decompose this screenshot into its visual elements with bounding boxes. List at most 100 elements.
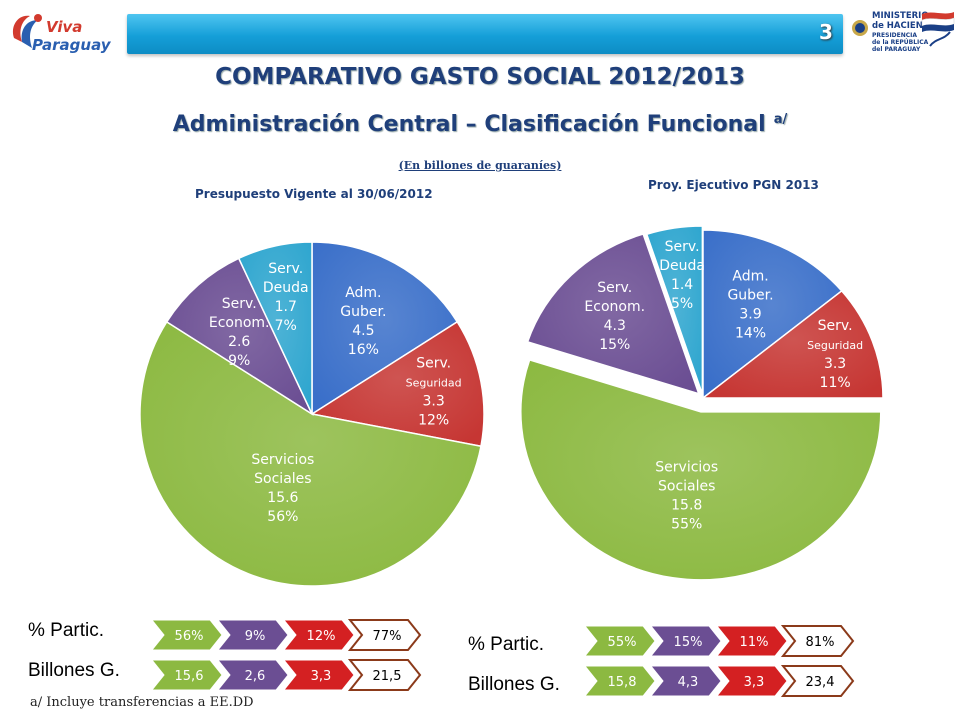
pie1-slice-serv-seguridad bbox=[309, 320, 485, 448]
legend1-billones-value-2: 2,6 bbox=[245, 669, 266, 684]
pie2-slice-serv-deuda bbox=[645, 225, 704, 395]
legend2-pct-label: % Partic. bbox=[468, 634, 544, 655]
pie2-servicios-sociales-label: Servicios bbox=[655, 459, 718, 475]
pie2-adm-guber-label: Adm. bbox=[732, 268, 768, 284]
pie2-serv-seguridad-value: 3.3 bbox=[824, 356, 846, 372]
pie1-serv-econom-label: Serv. bbox=[222, 296, 257, 312]
pie1-serv-seguridad-label: Serv. bbox=[416, 355, 451, 371]
legend1-pct-label: % Partic. bbox=[28, 620, 104, 641]
footnote: a/ Incluye transferencias a EE.DD bbox=[30, 695, 254, 710]
pie1-slice-serv-deuda bbox=[237, 241, 313, 415]
legend1-pct-value-1: 56% bbox=[175, 629, 204, 644]
pie2-serv-seguridad-percent: 11% bbox=[820, 375, 851, 391]
pie1-serv-econom-value: 2.6 bbox=[228, 334, 250, 350]
pie2-serv-deuda-value: 1.4 bbox=[671, 277, 693, 293]
pie2-serv-deuda-label: Serv. bbox=[665, 239, 700, 255]
legend1-pct-value-4: 77% bbox=[373, 629, 402, 644]
pie2-serv-econom-label: Serv. bbox=[597, 280, 632, 296]
subtitle-text: Administración Central – Clasificación F… bbox=[172, 112, 766, 137]
legend2-billones-cell-1 bbox=[583, 665, 656, 697]
legend1-pct-value-2: 9% bbox=[245, 629, 266, 644]
legend2-billones-cell-2 bbox=[649, 665, 722, 697]
pie2-servicios-sociales-label: Sociales bbox=[658, 478, 715, 494]
legend1-billones-cell-4 bbox=[347, 659, 422, 691]
logo-left-line1: Viva bbox=[46, 18, 82, 36]
legend1-billones-value-4: 21,5 bbox=[373, 669, 402, 684]
pie1-serv-econom-percent: 9% bbox=[228, 353, 250, 369]
legend2-billones-cell-3 bbox=[715, 665, 788, 697]
legend1-billones-label: Billones G. bbox=[28, 660, 120, 681]
pie1-serv-deuda-percent: 7% bbox=[275, 318, 297, 334]
pie2-serv-seguridad-label: Serv. bbox=[818, 318, 853, 334]
legend2-billones-value-1: 15,8 bbox=[608, 675, 637, 690]
logo-right-line4: de la REPÚBLICA bbox=[872, 39, 929, 46]
pie2-slice-servicios-sociales bbox=[520, 358, 882, 581]
logo-left-line2: Paraguay bbox=[32, 36, 112, 54]
pie2-slice-serv-seguridad bbox=[700, 289, 884, 399]
legend2-pct-value-2: 15% bbox=[674, 635, 703, 650]
legend1-pct-cell-1 bbox=[150, 619, 223, 651]
legend1-billones-cell-1 bbox=[150, 659, 223, 691]
pie1-serv-econom-label: Econom. bbox=[209, 315, 270, 331]
legend2-pct-value-4: 81% bbox=[806, 635, 835, 650]
pie1-adm-guber-label: Guber. bbox=[340, 304, 386, 320]
pie2-servicios-sociales-value: 15.8 bbox=[671, 497, 702, 513]
page-subtitle: Administración Central – Clasificación F… bbox=[0, 112, 960, 137]
pie1-serv-deuda-value: 1.7 bbox=[275, 299, 297, 315]
chart-1-title: Presupuesto Vigente al 30/06/2012 bbox=[195, 187, 433, 201]
logo-right-line2: de HACIENDA bbox=[872, 21, 937, 31]
legend1-billones-value-1: 15,6 bbox=[175, 669, 204, 684]
pie1-servicios-sociales-percent: 56% bbox=[267, 509, 298, 525]
pie1-adm-guber-value: 4.5 bbox=[352, 323, 374, 339]
pie2-serv-seguridad-label: Seguridad bbox=[807, 339, 863, 352]
pie2-adm-guber-value: 3.9 bbox=[739, 306, 761, 322]
legend1-pct-value-3: 12% bbox=[307, 629, 336, 644]
legend2-billones-cell-4 bbox=[780, 665, 855, 697]
logo-right-line1: MINISTERIO bbox=[872, 11, 929, 21]
header-bar bbox=[127, 14, 843, 54]
pie2-servicios-sociales-percent: 55% bbox=[671, 516, 702, 532]
chart-2-title: Proy. Ejecutivo PGN 2013 bbox=[648, 178, 819, 192]
pie2-serv-deuda-percent: 5% bbox=[671, 296, 693, 312]
subtitle-footnote-mark: a/ bbox=[773, 112, 788, 127]
legend1-pct-cell-2 bbox=[216, 619, 289, 651]
pie2-serv-econom-percent: 15% bbox=[599, 337, 630, 353]
pie2-slice-serv-econom bbox=[526, 233, 700, 395]
logo-right-line3: PRESIDENCIA bbox=[872, 32, 917, 39]
pie1-slice-adm-guber bbox=[311, 241, 459, 416]
pie2-adm-guber-label: Guber. bbox=[727, 287, 773, 303]
pie2-serv-econom-label: Econom. bbox=[584, 299, 645, 315]
viva-paraguay-logo: Viva Paraguay bbox=[8, 8, 120, 58]
ministerio-hacienda-logo: MINISTERIO de HACIENDA PRESIDENCIA de la… bbox=[852, 6, 956, 56]
pie1-serv-seguridad-label: Seguridad bbox=[406, 376, 462, 389]
legend1-billones-value-3: 3,3 bbox=[311, 669, 332, 684]
pie1-servicios-sociales-value: 15.6 bbox=[267, 490, 298, 506]
pie1-serv-deuda-label: Serv. bbox=[268, 261, 303, 277]
pie1-slice-serv-econom bbox=[165, 257, 314, 417]
pie1-adm-guber-label: Adm. bbox=[345, 285, 381, 301]
legend2-pct-cell-4 bbox=[780, 625, 855, 657]
logo-right-line5: del PARAGUAY bbox=[872, 46, 921, 53]
pie1-adm-guber-percent: 16% bbox=[348, 342, 379, 358]
pie1-serv-seguridad-value: 3.3 bbox=[423, 393, 445, 409]
page-title: COMPARATIVO GASTO SOCIAL 2012/2013 bbox=[215, 64, 745, 90]
pie2-serv-econom-value: 4.3 bbox=[604, 318, 626, 334]
legend2-pct-cell-1 bbox=[583, 625, 656, 657]
units-note: (En billones de guaraníes) bbox=[398, 159, 562, 172]
legend1-pct-cell-4 bbox=[347, 619, 422, 651]
legend1-billones-cell-3 bbox=[282, 659, 355, 691]
legend1-pct-cell-3 bbox=[282, 619, 355, 651]
legend2-billones-value-3: 3,3 bbox=[744, 675, 765, 690]
pie2-slice-adm-guber bbox=[702, 229, 843, 400]
legend2-billones-label: Billones G. bbox=[468, 674, 560, 695]
legend2-billones-value-2: 4,3 bbox=[678, 675, 699, 690]
legend2-pct-cell-3 bbox=[715, 625, 788, 657]
legend2-pct-value-3: 11% bbox=[740, 635, 769, 650]
legend1-billones-cell-2 bbox=[216, 659, 289, 691]
legend2-pct-value-1: 55% bbox=[608, 635, 637, 650]
pie1-servicios-sociales-label: Servicios bbox=[251, 452, 314, 468]
legend2-pct-cell-2 bbox=[649, 625, 722, 657]
pie1-slice-servicios-sociales bbox=[139, 320, 482, 587]
pie1-serv-seguridad-percent: 12% bbox=[418, 412, 449, 428]
